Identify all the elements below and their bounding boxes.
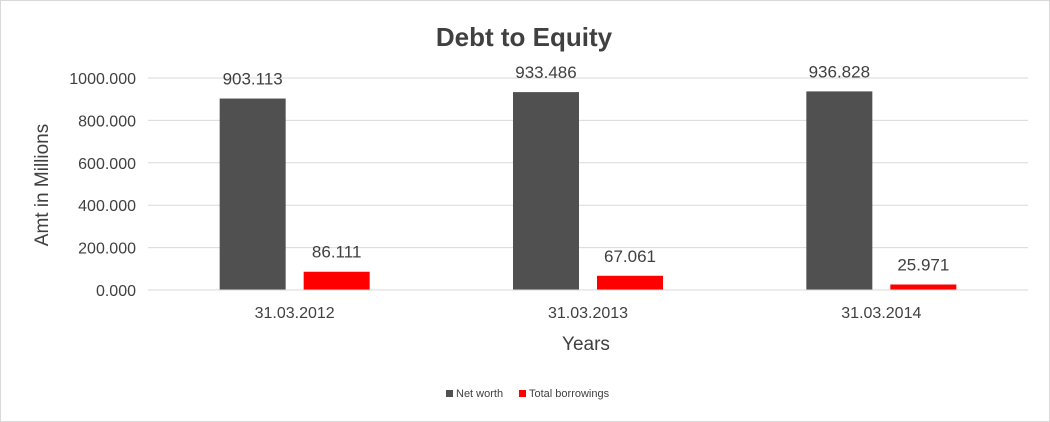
bar-value-label: 903.113	[223, 70, 283, 89]
y-tick-label: 600.000	[78, 156, 136, 173]
y-tick-label: 400.000	[78, 198, 136, 215]
data-labels: 903.113 86.111 933.486 67.061 936.828 25.971	[223, 62, 950, 274]
legend-swatch	[519, 390, 526, 397]
x-tick-label: 31.03.2012	[255, 305, 335, 322]
bar-net-worth	[513, 92, 579, 290]
bar-total-borrowings	[597, 275, 663, 290]
bar-net-worth	[806, 91, 873, 291]
bar-total-borrowings	[303, 271, 370, 290]
legend-label: Total borrowings	[529, 388, 610, 400]
bar-total-borrowings	[890, 284, 957, 290]
y-tick-label: 0.000	[96, 283, 136, 300]
y-tick-label: 200.000	[78, 241, 136, 258]
y-axis-title: Amt in Millions	[32, 124, 53, 246]
y-tick-label: 1000.000	[69, 71, 136, 88]
x-tick-label: 31.03.2013	[548, 305, 628, 322]
gridlines	[148, 77, 1028, 249]
x-axis-title: Years	[562, 334, 610, 355]
legend-swatch	[446, 390, 453, 397]
bar-value-label: 936.828	[809, 62, 870, 81]
x-axis-ticks: 31.03.2012 31.03.2013 31.03.2014	[255, 305, 922, 322]
bar-value-label: 86.111	[312, 243, 361, 262]
chart-title: Debt to Equity	[436, 22, 613, 52]
bar-value-label: 25.971	[897, 255, 949, 274]
legend: Net worth Total borrowings	[446, 388, 610, 400]
bar-value-label: 933.486	[515, 63, 576, 82]
y-axis-ticks: 0.000 200.000 400.000 600.000 800.000 1000.00…	[69, 71, 136, 300]
legend-label: Net worth	[456, 388, 503, 400]
x-tick-label: 31.03.2014	[841, 305, 921, 322]
bar-value-label: 67.061	[604, 247, 656, 266]
bars	[219, 91, 957, 291]
y-tick-label: 800.000	[78, 113, 136, 130]
bar-net-worth	[219, 98, 286, 291]
